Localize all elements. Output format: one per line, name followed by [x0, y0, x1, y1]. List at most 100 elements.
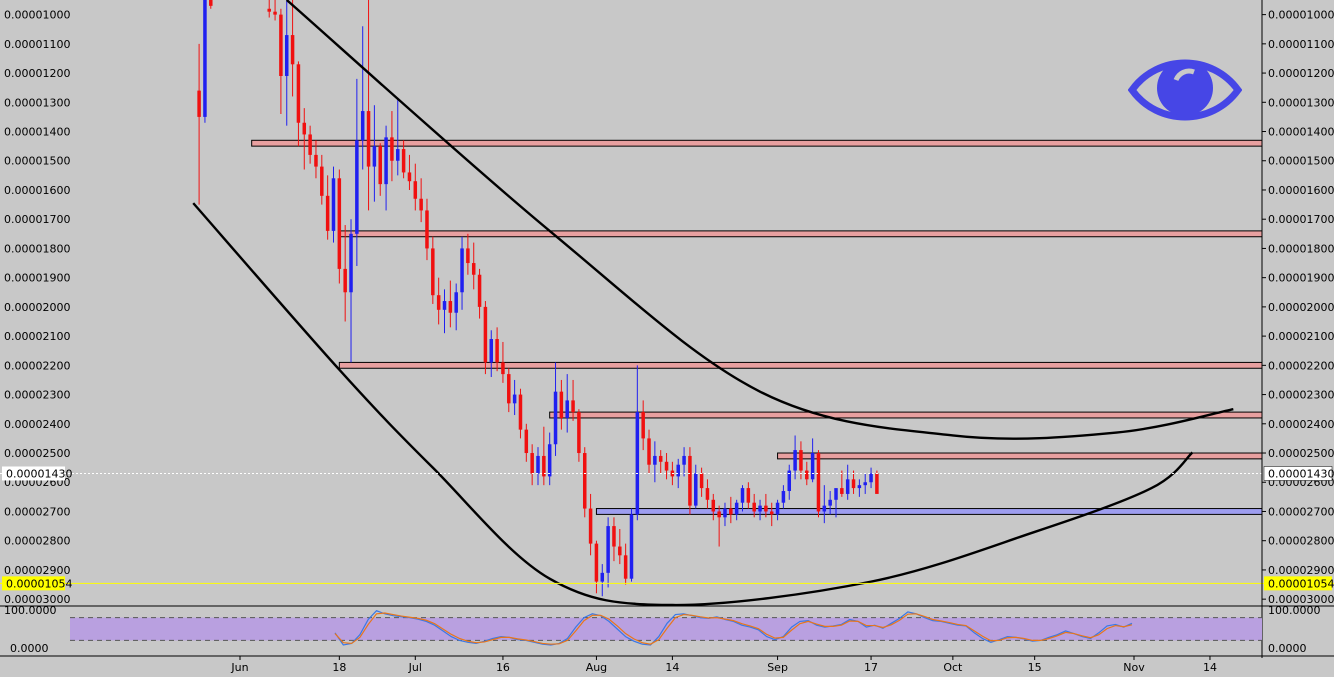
candle-body-28	[413, 181, 418, 199]
left-tick-label: 0.00002900	[4, 564, 70, 577]
candle-body-38	[471, 263, 476, 275]
time-tick-label: 14	[1203, 661, 1217, 674]
candle-body-61	[606, 526, 610, 573]
left-price-axis: 0.00003000 0.00002900 0.00002800 0.00002700…	[2, 9, 72, 606]
time-tick-label: 17	[864, 661, 878, 674]
curve-upper-arc	[285, 0, 1234, 440]
candle-body-7	[290, 35, 295, 65]
candle-body-18	[355, 140, 359, 234]
stoch-left-bottom-label: 0.0000	[10, 642, 49, 655]
left-tick-label: 0.00001800	[4, 242, 70, 255]
stoch-right-top-label: 100.0000	[1268, 604, 1321, 617]
time-tick-label: Sep	[767, 661, 788, 674]
candle-body-53	[559, 391, 564, 418]
zone-2	[338, 361, 1263, 369]
candle-body-0	[197, 90, 201, 117]
stoch-line-1	[334, 612, 1133, 645]
candle-body-3	[267, 8, 271, 12]
candle-body-77	[699, 473, 704, 489]
time-tick-label: 15	[1028, 661, 1042, 674]
candle-body-12	[320, 166, 324, 196]
candle-body-27	[407, 172, 412, 182]
candle-body-79	[711, 499, 716, 512]
candle-body-2	[209, 0, 213, 6]
candle-body-23	[384, 137, 388, 185]
eye-icon	[1127, 52, 1243, 128]
candle-body-20	[366, 111, 371, 167]
left-tick-label: 0.00001100	[4, 38, 70, 51]
candle-body-21	[372, 146, 377, 167]
right-tick-label: 0.00001400	[1268, 126, 1334, 139]
candle-body-34	[448, 301, 453, 313]
candle-body-60	[600, 572, 605, 582]
horizontal-zones	[251, 139, 1263, 515]
candle-body-4	[273, 11, 277, 15]
candle-body-74	[682, 455, 686, 465]
candle-body-17	[349, 233, 353, 293]
right-tick-label: 0.00002400	[1268, 418, 1334, 431]
stoch-line-0	[334, 610, 1133, 646]
candle-body-33	[442, 301, 447, 310]
candle-body-90	[775, 502, 780, 515]
time-tick-label: 16	[496, 661, 510, 674]
candle-body-6	[284, 35, 289, 76]
candle-body-91	[781, 491, 786, 503]
zone-3	[549, 411, 1263, 419]
candle-body-100	[834, 488, 838, 500]
candle-body-82	[729, 508, 733, 515]
candle-body-83	[734, 502, 739, 515]
right-tick-label: 0.00001600	[1268, 184, 1334, 197]
stoch-left-top-label: 100.0000	[4, 604, 57, 617]
candle-body-40	[483, 306, 488, 363]
candle-body-76	[694, 473, 698, 506]
left-tick-label: 0.00001300	[4, 96, 70, 109]
candle-body-55	[571, 400, 575, 413]
time-tick-label: Aug	[586, 661, 607, 674]
candle-body-24	[390, 137, 394, 161]
candle-body-67	[641, 412, 645, 439]
left-tick-label: 0.00002100	[4, 330, 70, 343]
candle-body-95	[805, 470, 809, 480]
left-tick-label: 0.00002400	[4, 418, 70, 431]
time-tick-label: Jul	[408, 661, 422, 674]
candle-body-16	[343, 268, 347, 293]
candle-body-86	[752, 502, 756, 512]
candle-body-107	[875, 473, 879, 494]
candle-body-51	[547, 444, 552, 477]
left-tick-label: 0.00002000	[4, 301, 70, 314]
candle-body-80	[717, 511, 721, 518]
right-tick-label: 0.00001200	[1268, 67, 1334, 80]
alert-price-label-right: 0.00001054	[1268, 577, 1334, 590]
candle-body-93	[793, 450, 797, 471]
candle-body-106	[869, 473, 873, 483]
alert-price-box-left	[2, 576, 65, 591]
candle-body-58	[588, 508, 593, 544]
candle-body-65	[629, 514, 634, 579]
candle-body-89	[769, 511, 774, 515]
left-tick-label: 0.00002200	[4, 359, 70, 372]
candle-body-49	[536, 455, 540, 474]
candle-body-78	[705, 488, 710, 500]
candle-body-88	[764, 505, 768, 512]
candle-body-64	[623, 555, 628, 579]
candle-body-47	[524, 429, 529, 454]
left-tick-label: 0.00002700	[4, 505, 70, 518]
candle-body-59	[594, 543, 599, 582]
candle-body-96	[810, 453, 815, 480]
right-tick-label: 0.00001800	[1268, 242, 1334, 255]
candle-body-56	[577, 412, 581, 454]
candle-body-103	[851, 479, 856, 489]
time-tick-label: Oct	[943, 661, 963, 674]
candle-body-15	[337, 178, 342, 269]
left-tick-label: 0.00001000	[4, 9, 70, 22]
stochastic-panel: 100.0000 0.0000 100.0000 0.0000	[0, 604, 1334, 655]
candle-body-30	[425, 210, 429, 249]
left-tick-label: 0.00001400	[4, 126, 70, 139]
candle-body-81	[723, 508, 727, 518]
right-tick-label: 0.00002900	[1268, 564, 1334, 577]
time-axis: Jun 18 Jul 16 Aug 14 Sep 17 Oct 15 Nov 14	[0, 655, 1334, 674]
candle-body-94	[799, 450, 803, 471]
candle-body-71	[664, 461, 669, 471]
time-tick-label: 14	[665, 661, 679, 674]
